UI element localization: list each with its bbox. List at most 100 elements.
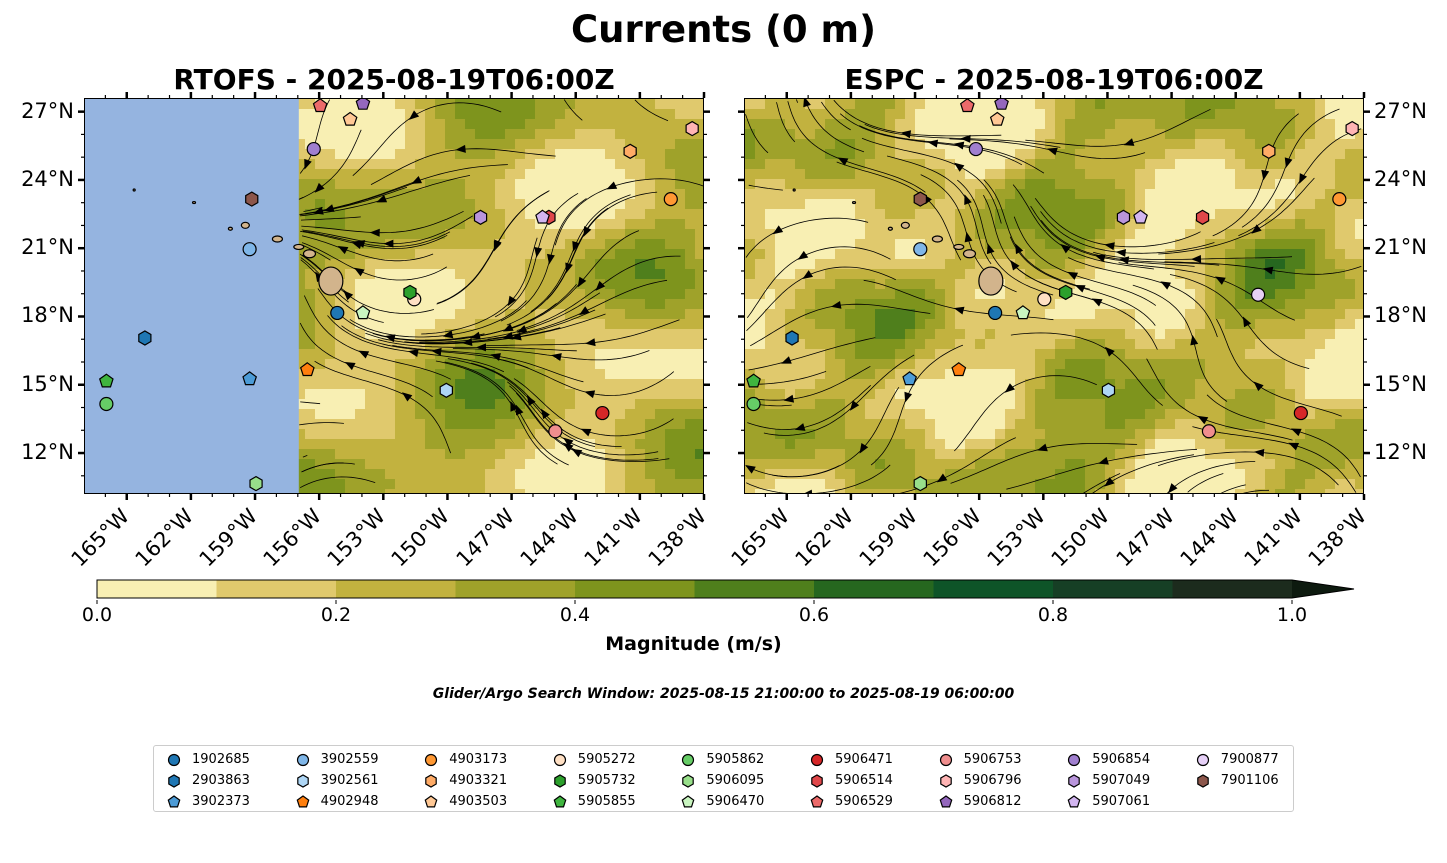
legend-marker-icon bbox=[167, 794, 181, 807]
float-5905732-marker bbox=[403, 284, 417, 301]
colorbar-segment bbox=[814, 580, 934, 598]
legend-label: 5906471 bbox=[835, 752, 893, 767]
float-5906095-marker bbox=[913, 475, 927, 492]
legend-item-4903503: 4903503 bbox=[423, 791, 507, 812]
legend-marker bbox=[1067, 794, 1081, 807]
colorbar-segment bbox=[216, 580, 337, 598]
float-5906471-marker bbox=[595, 405, 610, 421]
legend-marker-icon bbox=[682, 773, 695, 788]
float-4902948-marker bbox=[299, 362, 315, 377]
colorbar-segment bbox=[1172, 580, 1293, 598]
lat-label: 12°N bbox=[1374, 440, 1427, 465]
legend-label: 1902685 bbox=[192, 752, 250, 767]
legend-marker-icon bbox=[424, 794, 438, 807]
lat-label: 15°N bbox=[21, 371, 74, 396]
legend-label: 3902561 bbox=[320, 773, 379, 788]
legend-label: 5906854 bbox=[1092, 752, 1151, 767]
rtofs-map-panel[interactable] bbox=[84, 98, 704, 494]
float-2903863-marker bbox=[785, 330, 799, 346]
espc-map-panel[interactable] bbox=[744, 98, 1364, 494]
legend-marker bbox=[810, 753, 824, 766]
legend-marker bbox=[553, 753, 566, 766]
legend-marker bbox=[682, 753, 695, 766]
legend-marker-icon bbox=[810, 753, 824, 766]
legend-marker bbox=[296, 753, 309, 766]
float-4903503-marker bbox=[989, 111, 1005, 126]
legend-label: 4903173 bbox=[449, 752, 508, 767]
float-7900877-marker bbox=[1251, 287, 1266, 302]
legend-item-5905272: 5905272 bbox=[552, 749, 636, 770]
float-5906470-marker bbox=[355, 305, 371, 320]
legend-label: 5906796 bbox=[963, 773, 1022, 788]
legend-marker-icon bbox=[296, 753, 309, 766]
legend-marker-icon bbox=[1068, 753, 1081, 766]
legend-item-5906514: 5906514 bbox=[809, 770, 893, 791]
float-1902685-marker bbox=[330, 305, 345, 321]
float-4903173-marker bbox=[1332, 192, 1347, 207]
float-3902559-marker bbox=[242, 242, 257, 257]
legend-marker bbox=[1068, 753, 1081, 766]
rtofs-panel-title: RTOFS - 2025-08-19T06:00Z bbox=[173, 63, 615, 96]
legend-marker-icon bbox=[425, 753, 438, 766]
legend-item-7900877: 7900877 bbox=[1195, 749, 1279, 770]
legend-label: 3902373 bbox=[192, 794, 250, 809]
legend-marker bbox=[425, 753, 438, 766]
legend-item-4902948: 4902948 bbox=[295, 791, 379, 812]
legend-marker bbox=[168, 773, 180, 788]
legend-marker bbox=[1196, 753, 1209, 766]
legend-label: 2903863 bbox=[192, 773, 250, 788]
lat-label: 27°N bbox=[1374, 98, 1427, 123]
float-3902561-marker bbox=[1101, 382, 1116, 398]
colorbar-tick-label: 0.8 bbox=[1037, 604, 1069, 626]
legend-item-5906753: 5906753 bbox=[938, 749, 1022, 770]
colorbar bbox=[96, 579, 1355, 599]
legend-marker-icon bbox=[167, 753, 181, 766]
float-2903863-marker bbox=[138, 330, 152, 346]
colorbar-tick-label: 0.0 bbox=[81, 604, 113, 626]
lat-label: 21°N bbox=[1374, 235, 1427, 260]
colorbar-tick-label: 0.2 bbox=[320, 604, 352, 626]
legend-label: 4903503 bbox=[449, 794, 508, 809]
espc-panel-title: ESPC - 2025-08-19T06:00Z bbox=[844, 63, 1264, 96]
legend-item-5905732: 5905732 bbox=[552, 770, 636, 791]
legend-marker bbox=[425, 773, 437, 788]
legend-item-5906470: 5906470 bbox=[680, 791, 764, 812]
legend-marker bbox=[681, 794, 695, 807]
float-4903503-marker bbox=[342, 111, 358, 126]
legend-marker bbox=[939, 794, 952, 807]
float-5906796-marker bbox=[685, 120, 699, 137]
legend-marker-icon bbox=[1196, 773, 1209, 788]
legend-marker-icon bbox=[1067, 794, 1081, 807]
legend-item-5906529: 5906529 bbox=[809, 791, 893, 812]
legend-marker bbox=[1068, 773, 1080, 788]
legend-item-5906796: 5906796 bbox=[938, 770, 1022, 791]
float-4903321-marker bbox=[623, 143, 637, 159]
legend-label: 4902948 bbox=[320, 794, 379, 809]
land-islands bbox=[792, 188, 1004, 296]
legend-marker-icon bbox=[811, 773, 823, 788]
legend-item-5905862: 5905862 bbox=[680, 749, 764, 770]
legend-label: 5906095 bbox=[706, 773, 765, 788]
legend-label: 4903321 bbox=[449, 773, 508, 788]
float-5906753-marker bbox=[548, 424, 563, 439]
float-5907049-marker bbox=[1116, 209, 1131, 225]
legend-label: 5906514 bbox=[835, 773, 893, 788]
colorbar-segment bbox=[933, 580, 1054, 598]
legend-marker bbox=[296, 794, 309, 807]
legend-item-1902685: 1902685 bbox=[166, 749, 250, 770]
lat-label: 24°N bbox=[1374, 166, 1427, 191]
float-4903173-marker bbox=[663, 192, 678, 207]
legend-item-5907061: 5907061 bbox=[1066, 791, 1150, 812]
legend-marker-icon bbox=[553, 773, 566, 788]
float-1902685-marker bbox=[988, 305, 1003, 321]
legend-label: 5905855 bbox=[577, 794, 636, 809]
float-5906812-marker bbox=[994, 99, 1009, 110]
float-5905862-marker bbox=[99, 396, 114, 412]
lat-label: 21°N bbox=[21, 235, 74, 260]
legend-label: 7901106 bbox=[1220, 773, 1279, 788]
float-5906470-marker bbox=[1015, 305, 1031, 320]
colorbar-tick-label: 1.0 bbox=[1276, 604, 1308, 626]
float-4903321-marker bbox=[1262, 143, 1276, 159]
legend-marker bbox=[1196, 773, 1209, 788]
